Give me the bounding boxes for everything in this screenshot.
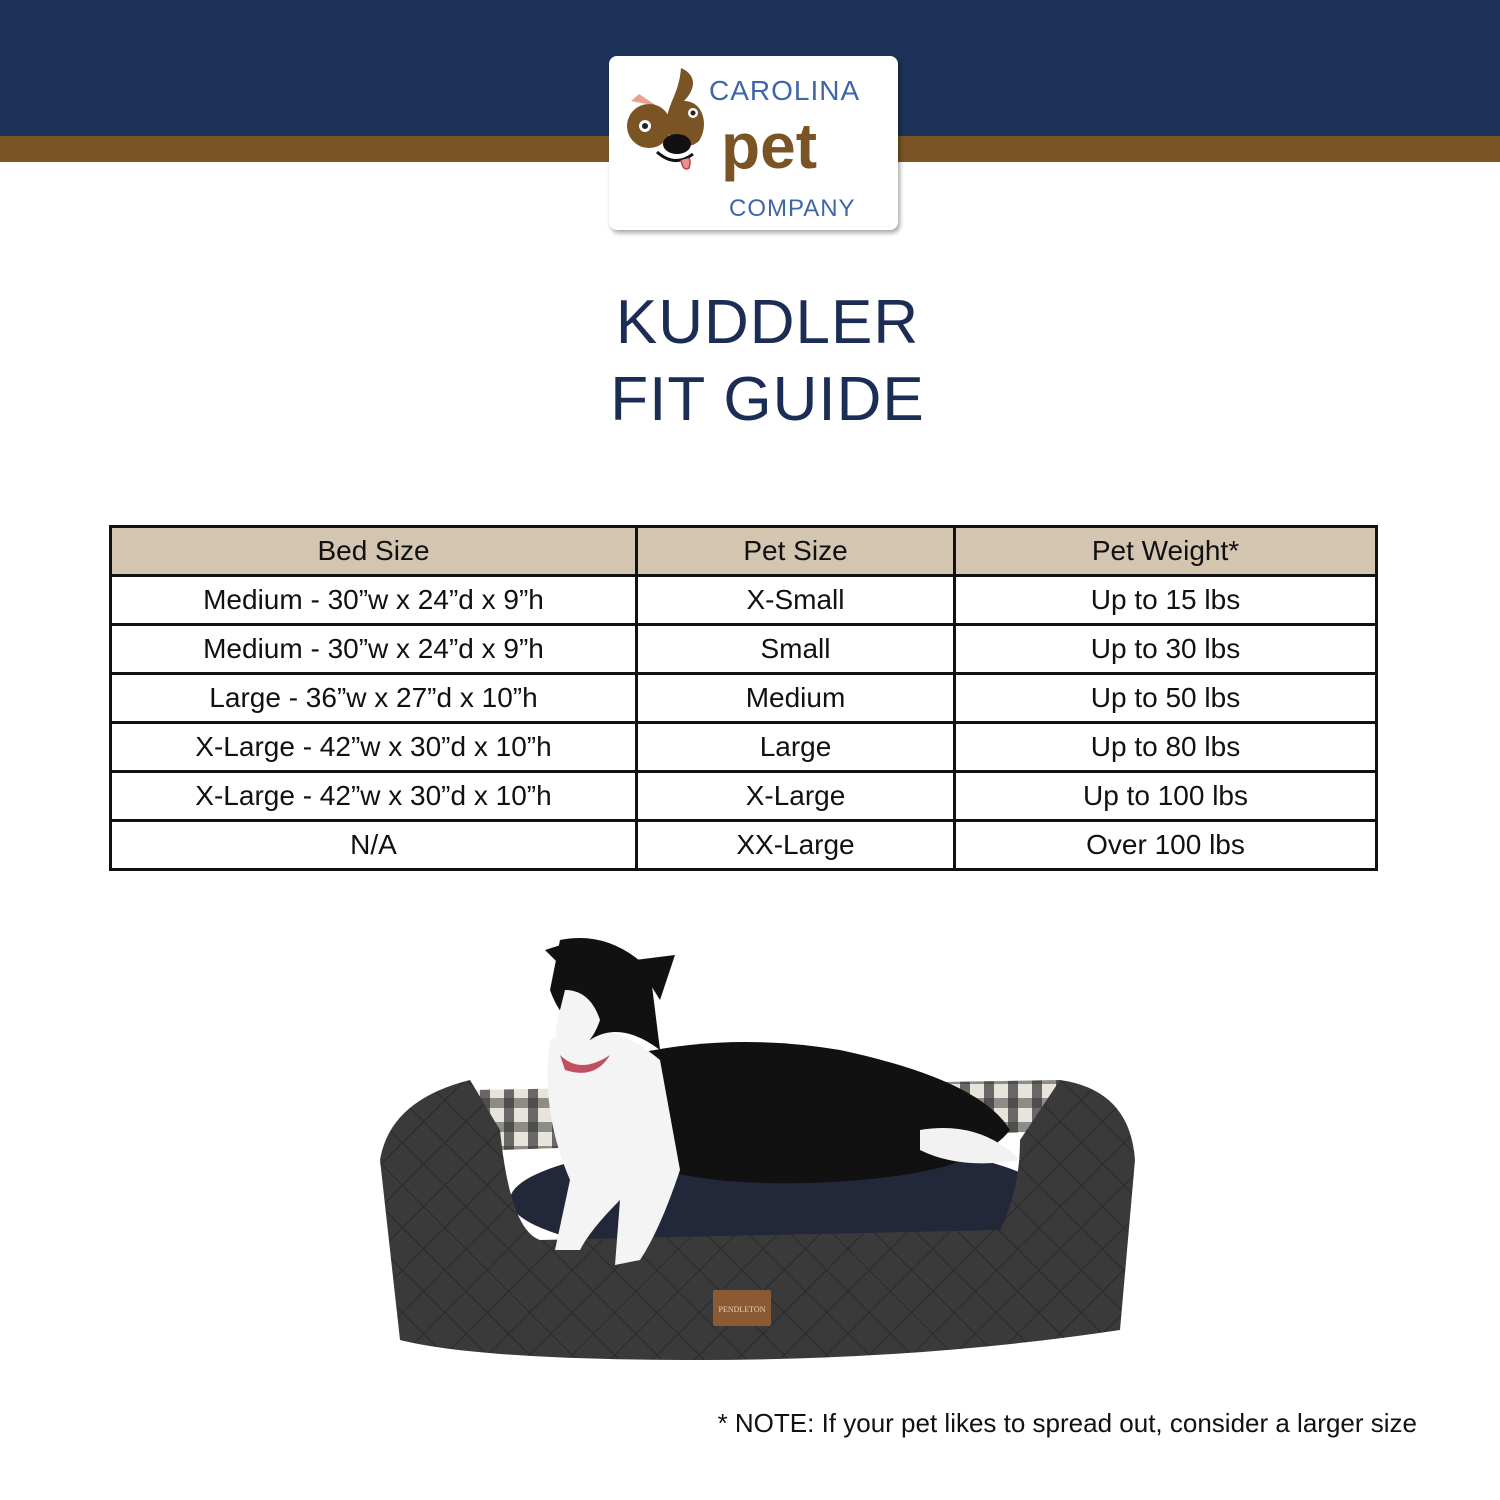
pet-weight-cell: Up to 30 lbs <box>953 623 1378 675</box>
page-title-line1: KUDDLER <box>615 288 920 357</box>
pet-size-cell: X-Large <box>635 770 956 822</box>
bed-size-cell: Medium - 30”w x 24”d x 9”h <box>109 574 638 626</box>
table-row: X-Large - 42”w x 30”d x 10”h X-Large Up to… <box>109 770 1378 822</box>
pet-size-cell: XX-Large <box>635 819 956 871</box>
dog-image <box>545 938 1020 1265</box>
pet-weight-cell: Up to 50 lbs <box>953 672 1378 724</box>
logo-text-pet: pet <box>721 110 817 182</box>
pet-weight-cell: Up to 80 lbs <box>953 721 1378 773</box>
pet-weight-cell: Up to 15 lbs <box>953 574 1378 626</box>
logo-text-company: COMPANY <box>729 195 856 222</box>
pet-weight-cell: Over 100 lbs <box>953 819 1378 871</box>
table-row: Medium - 30”w x 24”d x 9”h X-Small Up to 1… <box>109 574 1378 626</box>
pet-size-cell: X-Small <box>635 574 956 626</box>
table-row: Medium - 30”w x 24”d x 9”h Small Up to 30 … <box>109 623 1378 675</box>
header-bed-size: Bed Size <box>109 525 638 577</box>
pet-size-cell: Medium <box>635 672 956 724</box>
bed-size-cell: X-Large - 42”w x 30”d x 10”h <box>109 770 638 822</box>
header-pet-weight: Pet Weight* <box>953 525 1378 577</box>
bed-size-cell: Large - 36”w x 27”d x 10”h <box>109 672 638 724</box>
header-pet-size: Pet Size <box>635 525 956 577</box>
bed-size-cell: X-Large - 42”w x 30”d x 10”h <box>109 721 638 773</box>
bed-size-cell: N/A <box>109 819 638 871</box>
table-row: X-Large - 42”w x 30”d x 10”h Large Up to 8… <box>109 721 1378 773</box>
pet-weight-cell: Up to 100 lbs <box>953 770 1378 822</box>
table-row: N/A XX-Large Over 100 lbs <box>109 819 1378 871</box>
bed-label-text: PENDLETON <box>719 1305 766 1314</box>
bed-size-cell: Medium - 30”w x 24”d x 9”h <box>109 623 638 675</box>
size-note: * NOTE: If your pet likes to spread out,… <box>717 1408 1417 1438</box>
table-row: Large - 36”w x 27”d x 10”h Medium Up to 50… <box>109 672 1378 724</box>
logo-text-carolina: CAROLINA <box>709 75 860 106</box>
carolina-pet-company-logo: CAROLINA pet COMPANY <box>609 56 898 230</box>
table-header-row: Bed Size Pet Size Pet Weight* <box>109 525 1378 577</box>
pet-size-cell: Large <box>635 721 956 773</box>
dog-face-icon <box>627 68 704 170</box>
page-title-line2: FIT GUIDE <box>610 365 925 434</box>
dog-on-bed-photo: PENDLETON <box>360 930 1150 1375</box>
pet-size-cell: Small <box>635 623 956 675</box>
fit-guide-table: Bed Size Pet Size Pet Weight* Medium - 3… <box>109 525 1378 871</box>
